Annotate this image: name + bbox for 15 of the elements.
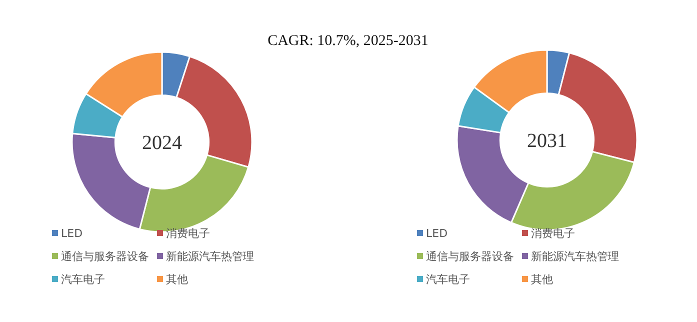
text: 2031 [527, 130, 567, 152]
legend-label: 新能源汽车热管理 [166, 250, 254, 263]
legend-label: LED [426, 227, 448, 240]
legend-label: 新能源汽车热管理 [531, 250, 619, 263]
legend-label: 通信与服务器设备 [426, 250, 514, 263]
legend-label: 通信与服务器设备 [61, 250, 149, 263]
legend-label: 消费电子 [166, 227, 210, 240]
legend-label: 消费电子 [531, 227, 575, 240]
legend-label: 其他 [166, 273, 188, 286]
text: 2024 [142, 132, 182, 154]
text: CAGR: 10.7%, 2025-2031 [268, 33, 428, 49]
legend-label: 汽车电子 [426, 273, 470, 286]
legend-label: 其他 [531, 273, 553, 286]
legend-label: LED [61, 227, 83, 240]
legend-label: 汽车电子 [61, 273, 105, 286]
